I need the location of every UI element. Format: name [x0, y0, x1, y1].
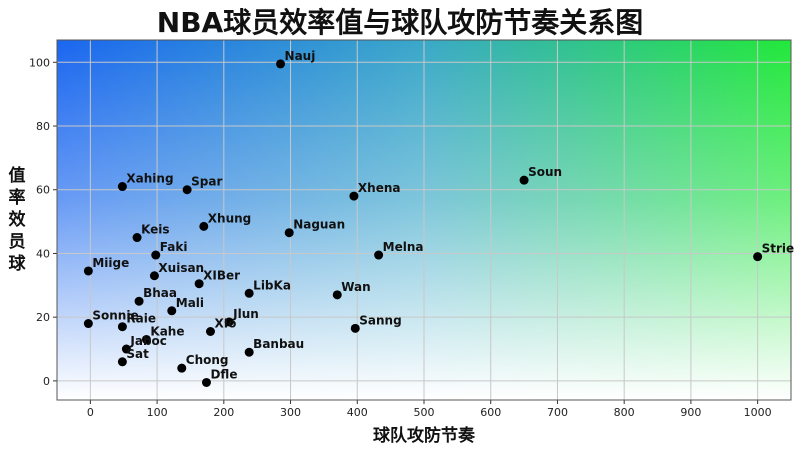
data-point	[753, 252, 763, 262]
x-tick-label: 400	[347, 406, 368, 419]
data-point	[167, 306, 177, 316]
y-tick-label: 20	[36, 311, 50, 324]
data-point	[350, 323, 360, 333]
data-point	[121, 344, 131, 354]
data-point-label: LibKa	[253, 278, 291, 292]
x-tick-label: 1000	[744, 406, 772, 419]
x-tick-label: 900	[680, 406, 701, 419]
data-point-label: Faki	[160, 240, 188, 254]
data-point	[83, 319, 93, 329]
data-point	[332, 290, 342, 300]
data-point-label: Spar	[191, 175, 222, 189]
data-point	[151, 250, 161, 260]
data-point	[177, 363, 187, 373]
data-point	[199, 221, 209, 231]
data-point-label: Xahing	[126, 172, 173, 186]
data-point	[134, 296, 144, 306]
data-point-label: Chong	[186, 353, 229, 367]
x-tick-label: 800	[614, 406, 635, 419]
data-point-label: XIo	[214, 317, 236, 331]
data-point	[132, 233, 142, 243]
data-point-label: Xhung	[208, 211, 251, 225]
data-point-label: Banbau	[253, 337, 304, 351]
y-axis-ticks: 0 20 40 60 80 100	[29, 56, 57, 388]
x-tick-label: 0	[87, 406, 94, 419]
data-point	[149, 271, 159, 281]
y-tick-label: 80	[36, 120, 50, 133]
data-point-label: Xuisan	[158, 261, 204, 275]
data-point	[117, 322, 127, 332]
y-axis-label-char: 率	[9, 187, 26, 208]
data-point-label: Xhena	[358, 181, 401, 195]
y-axis-label-char: 值	[9, 165, 26, 186]
x-axis-ticks: 0 100 200 300 400 500 600 700 800 900 1000	[87, 400, 772, 419]
data-point-label: Naguan	[293, 218, 345, 232]
y-axis-label-char: 员	[9, 232, 26, 252]
data-point	[519, 175, 529, 185]
y-axis-label-char: 球	[9, 254, 27, 274]
data-point-label: Jlun	[232, 307, 259, 321]
y-tick-label: 60	[36, 184, 50, 197]
data-point-label: Raie	[126, 312, 156, 326]
data-point-label: Wan	[341, 280, 370, 294]
data-point-label: Miige	[92, 256, 129, 270]
data-point	[182, 185, 192, 195]
data-point	[224, 317, 234, 327]
data-point	[83, 266, 93, 276]
data-point	[349, 191, 359, 201]
data-point	[244, 347, 254, 357]
x-tick-label: 200	[213, 406, 234, 419]
data-point-label: Strie	[762, 242, 795, 256]
data-point-label: XIBer	[203, 269, 240, 283]
y-tick-label: 40	[36, 247, 50, 260]
data-point-label: Mali	[176, 296, 204, 310]
data-point-label: Sonnie	[92, 309, 138, 323]
x-axis-label: 球队攻防节奏	[373, 425, 476, 446]
x-tick-label: 500	[414, 406, 435, 419]
plot-frame	[56, 39, 792, 401]
grid-lines	[57, 40, 791, 400]
y-tick-label: 100	[29, 56, 50, 69]
data-point	[244, 288, 254, 298]
y-axis-label-char: 效	[9, 209, 26, 230]
data-point-label: Soun	[528, 165, 562, 179]
x-tick-label: 300	[280, 406, 301, 419]
data-point-label: Nauj	[285, 49, 316, 63]
data-point	[117, 357, 127, 367]
data-point-label: Bhaa	[143, 286, 177, 300]
x-tick-label: 600	[480, 406, 501, 419]
data-point-label: Dfle	[210, 367, 237, 381]
data-point-label: Melna	[383, 240, 424, 254]
data-point	[201, 377, 211, 387]
data-point	[374, 250, 384, 260]
data-point-label: Jaboc	[129, 334, 167, 348]
data-point	[205, 327, 215, 337]
data-point	[284, 228, 294, 238]
data-point-label: Sat	[126, 347, 149, 361]
x-tick-label: 700	[547, 406, 568, 419]
data-point	[276, 59, 286, 69]
y-tick-label: 0	[43, 375, 50, 388]
data-point	[194, 279, 204, 289]
data-point-label: Kahe	[150, 324, 184, 338]
data-point	[117, 182, 127, 192]
data-point-label: Keis	[141, 223, 169, 237]
chart-title: NBA球员效率值与球队攻防节奏关系图	[157, 6, 643, 39]
x-tick-label: 100	[147, 406, 168, 419]
data-points: Nauj Soun Xahing Spar Xhena Xhung Naguan Keis Fa…	[83, 49, 795, 387]
data-point	[141, 334, 151, 344]
data-point-label: Sanng	[359, 313, 401, 327]
